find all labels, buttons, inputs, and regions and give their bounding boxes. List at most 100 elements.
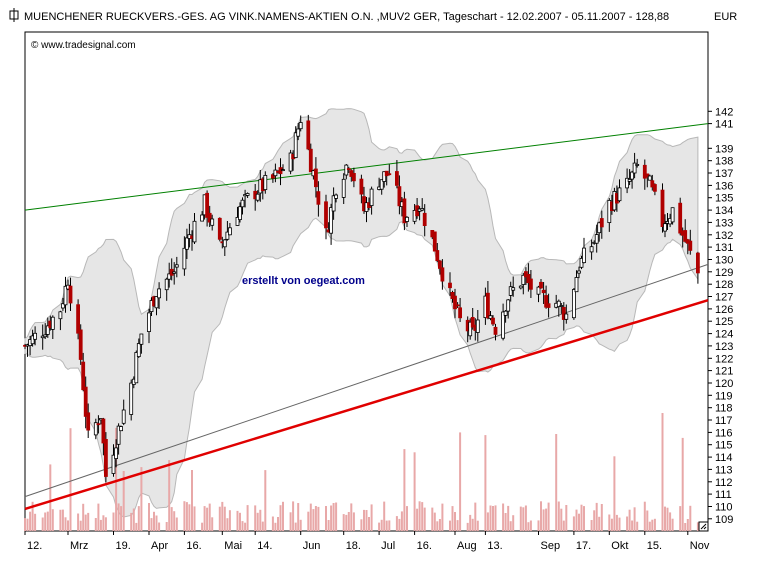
volume-bar (456, 520, 459, 531)
volume-bar (633, 507, 636, 531)
candle-body (663, 223, 667, 232)
volume-bar (504, 513, 507, 531)
candle-body (45, 325, 50, 335)
candle-body (561, 306, 566, 320)
candle (678, 197, 683, 236)
candle-body (192, 220, 197, 243)
y-tick-label: 120 (715, 378, 733, 390)
x-tick-label: 15. (647, 540, 662, 552)
candle-body (76, 304, 80, 334)
volume-bar (628, 509, 631, 531)
candle (45, 317, 50, 338)
candle (437, 259, 442, 275)
volume-bar (82, 503, 85, 531)
volume-bar (684, 523, 687, 531)
candle (493, 323, 498, 341)
candle (450, 290, 455, 303)
candle-body (129, 382, 134, 415)
chart-header: MUENCHENER RUECKVERS.-GES. AG VINK.NAMEN… (9, 8, 737, 51)
candle-body (559, 305, 564, 307)
gray-trendline (24, 263, 709, 498)
candle-body (539, 281, 543, 289)
candle-body (86, 412, 91, 431)
candle (556, 299, 561, 317)
resize-corner-icon[interactable] (698, 521, 709, 532)
volume-bar (557, 501, 560, 531)
volume-bar (666, 507, 669, 531)
y-tick-label: 125 (715, 316, 733, 328)
volume-bar (135, 522, 138, 531)
y-tick-label: 117 (715, 415, 733, 427)
volume-bar (686, 519, 689, 531)
volume-bar (454, 512, 456, 531)
x-tick-label: Sep (541, 540, 561, 552)
volume-bar (132, 508, 135, 531)
candle-body (577, 270, 581, 274)
volume-bar (44, 512, 47, 531)
volume-bar (469, 514, 472, 531)
candle-body (405, 216, 409, 222)
candle (147, 308, 151, 344)
volume-bar (669, 512, 672, 531)
candle (559, 303, 564, 314)
candle-body (245, 193, 250, 196)
volume-bar (689, 505, 692, 531)
volume-bar (610, 518, 613, 531)
volume-bar (618, 517, 621, 531)
volume-bar (466, 522, 469, 531)
candle (121, 399, 126, 426)
volume-bar (307, 511, 310, 531)
volume-bar (314, 506, 317, 531)
y-tick-label: 130 (715, 255, 733, 267)
candle (599, 210, 604, 239)
volume-bar (679, 506, 682, 531)
candle-body (134, 352, 139, 384)
candle-body (546, 303, 551, 308)
x-tick-label: Jun (303, 540, 321, 552)
volume-bar (84, 514, 87, 531)
candle (382, 171, 387, 188)
candle (589, 239, 594, 260)
candle (422, 204, 427, 237)
candle (529, 270, 533, 298)
red-trendline (24, 299, 709, 511)
candle-body (437, 260, 442, 269)
y-tick-label: 139 (715, 143, 733, 155)
candle-body (647, 175, 652, 181)
source-label: © www.tradesignal.com (31, 40, 136, 51)
currency-label: EUR (714, 11, 737, 23)
candle-body (296, 128, 301, 137)
volume-bar (153, 511, 155, 531)
volume-bar (492, 506, 494, 531)
volume-bar (59, 509, 62, 531)
volume-bar (416, 508, 419, 531)
green-trendline (24, 123, 709, 211)
volume-bar (173, 511, 176, 531)
candle-body (182, 247, 187, 270)
volume-bar (512, 515, 515, 531)
volume-bar (400, 511, 403, 531)
candle-body (306, 120, 311, 150)
candle (453, 288, 457, 319)
candle (544, 285, 548, 309)
volume-bar (524, 505, 527, 531)
y-tick-label: 124 (715, 329, 733, 341)
candle-body (541, 289, 546, 294)
candle (136, 338, 141, 358)
candle (172, 262, 177, 285)
candle-body (63, 285, 68, 306)
candle-body (238, 206, 242, 220)
candle-body (645, 173, 650, 178)
volume-bar (31, 501, 34, 531)
y-tick-label: 126 (715, 304, 733, 316)
volume-bar (277, 517, 279, 531)
volume-bar (572, 516, 575, 531)
x-axis: 12. Mrz 19. Apr 16. Mai 14. Jun 18. Jul 16. Aug 13. S… (24, 531, 710, 552)
volume-bar (115, 427, 118, 531)
candle-body (450, 291, 455, 299)
candle-body (402, 198, 407, 224)
candle-body (493, 326, 498, 335)
candle-body (475, 319, 480, 333)
candle (50, 315, 55, 339)
